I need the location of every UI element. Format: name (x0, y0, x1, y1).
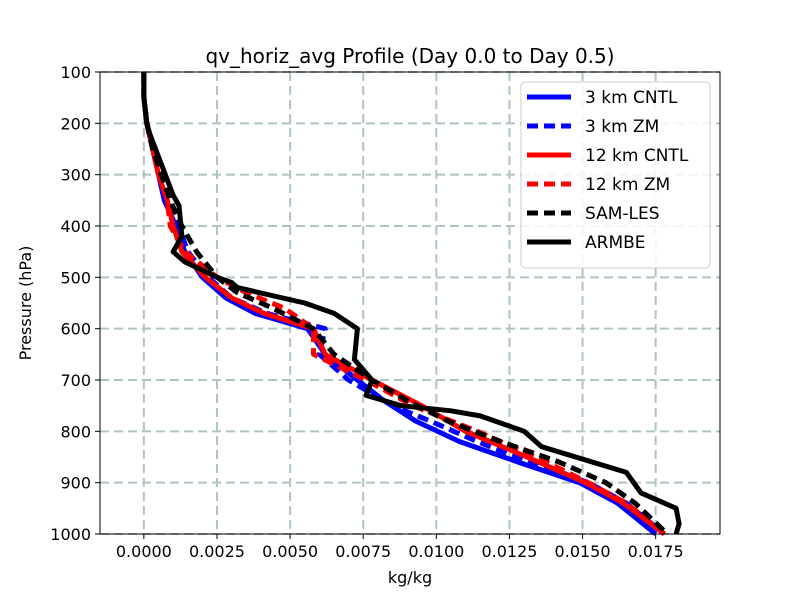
y-tick-label: 1000 (50, 525, 91, 544)
legend-label: 3 km CNTL (585, 88, 678, 108)
legend: 3 km CNTL 3 km ZM 12 km CNTL 12 km ZM SAM-LE… (520, 81, 711, 269)
series-line-armbe (141, 72, 682, 535)
legend-label: 3 km ZM (585, 117, 659, 137)
y-tick-label: 900 (60, 474, 91, 493)
legend-label: 12 km ZM (585, 175, 670, 195)
legend-label: ARMBE (585, 233, 646, 253)
x-tick-label: 0.0025 (189, 542, 245, 561)
x-tick-label: 0.0000 (116, 542, 172, 561)
series-layer (141, 72, 682, 536)
x-tick-label: 0.0075 (335, 542, 391, 561)
y-axis-label: Pressure (hPa) (16, 246, 35, 361)
legend-label: SAM-LES (585, 204, 660, 224)
legend-label: 12 km CNTL (585, 146, 689, 166)
x-tick-label: 0.0175 (628, 542, 684, 561)
x-tick-label: 0.0050 (262, 542, 318, 561)
series-line-12-km-cntl (141, 72, 666, 536)
x-tick-label: 0.0100 (408, 542, 464, 561)
y-tick-label: 700 (60, 371, 91, 390)
y-tick-label: 800 (60, 422, 91, 441)
plot-frame (99, 71, 721, 535)
y-tick-label: 400 (60, 217, 91, 236)
y-tick-label: 300 (60, 166, 91, 185)
y-tick-label: 100 (60, 63, 91, 82)
x-axis-label: kg/kg (388, 568, 432, 587)
y-tick-label: 200 (60, 114, 91, 133)
chart-title: qv_horiz_avg Profile (Day 0.0 to Day 0.5… (205, 44, 614, 68)
series-line-sam-les (141, 72, 670, 536)
y-tick-label: 600 (60, 320, 91, 339)
ticks-layer: 0.0000 0.0025 0.0050 0.0075 0.0100 0.0125 0.01… (50, 63, 683, 561)
x-tick-label: 0.0125 (481, 542, 537, 561)
x-tick-label: 0.0150 (555, 542, 611, 561)
y-tick-label: 500 (60, 268, 91, 287)
